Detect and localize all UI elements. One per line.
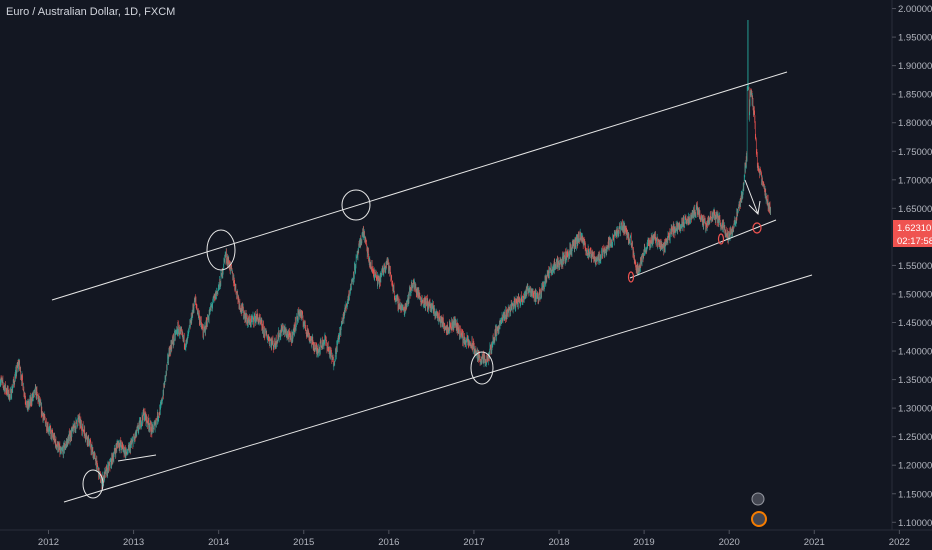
y-tick-label: 1.45000 <box>898 318 932 329</box>
circle-marker-2017[interactable] <box>470 351 494 385</box>
y-tick-label: 1.65000 <box>898 204 932 215</box>
x-tick-label: 2015 <box>293 537 314 548</box>
x-tick-label: 2022 <box>889 537 910 548</box>
y-tick-label: 2.00000 <box>898 4 932 15</box>
channel-upper-line[interactable] <box>51 71 788 301</box>
circle-marker-2014[interactable] <box>206 229 236 271</box>
red-marker-2019[interactable] <box>627 271 635 283</box>
x-tick-label: 2013 <box>123 537 144 548</box>
x-tick-label: 2014 <box>208 537 229 548</box>
red-marker-2020a[interactable] <box>717 233 725 245</box>
y-tick-label: 1.70000 <box>898 175 932 186</box>
y-tick-label: 1.10000 <box>898 518 932 529</box>
x-tick-label: 2012 <box>38 537 59 548</box>
countdown-label: 02:17:58 <box>897 236 932 247</box>
y-tick-label: 1.50000 <box>898 289 932 300</box>
base-line-2013[interactable] <box>117 454 157 462</box>
y-tick-label: 1.15000 <box>898 489 932 500</box>
candles-layer <box>0 19 771 489</box>
y-tick-label: 1.20000 <box>898 461 932 472</box>
y-tick-label: 1.80000 <box>898 118 932 129</box>
drawings-layer <box>51 71 813 527</box>
channel-lower-line[interactable] <box>63 274 813 503</box>
y-tick-label: 1.85000 <box>898 90 932 101</box>
user-avatar-badge-2[interactable] <box>751 511 767 527</box>
y-tick-label: 1.75000 <box>898 147 932 158</box>
user-avatar-badge-1[interactable] <box>751 492 765 506</box>
x-tick-label: 2021 <box>804 537 825 548</box>
last-price-label: 1.62310 <box>897 223 931 234</box>
down-arrow-drawing[interactable] <box>744 179 761 216</box>
x-tick-label: 2017 <box>463 537 484 548</box>
last-price-box <box>893 220 932 247</box>
y-axis[interactable]: 2.00000 1.95000 1.90000 1.85000 1.80000 1.750… <box>891 0 932 530</box>
x-axis[interactable]: 2012 2013 2014 2015 2016 2017 2018 2019 2020 2021… <box>0 529 932 548</box>
y-tick-label: 1.95000 <box>898 33 932 44</box>
circle-marker-2012[interactable] <box>82 469 104 499</box>
y-tick-label: 1.30000 <box>898 404 932 415</box>
last-price-tag: 1.62310 02:17:58 <box>893 220 932 247</box>
chart-title: Euro / Australian Dollar, 1D, FXCM <box>6 6 175 18</box>
y-tick-label: 1.90000 <box>898 61 932 72</box>
x-tick-label: 2016 <box>378 537 399 548</box>
y-tick-label: 1.55000 <box>898 261 932 272</box>
support-trendline[interactable] <box>629 219 777 279</box>
y-tick-label: 1.35000 <box>898 375 932 386</box>
x-tick-label: 2020 <box>719 537 740 548</box>
circle-marker-2015[interactable] <box>341 189 371 221</box>
x-tick-label: 2018 <box>548 537 569 548</box>
red-marker-2020b[interactable] <box>752 222 762 234</box>
x-tick-label: 2019 <box>634 537 655 548</box>
y-tick-label: 1.25000 <box>898 432 932 443</box>
y-tick-label: 1.40000 <box>898 347 932 358</box>
